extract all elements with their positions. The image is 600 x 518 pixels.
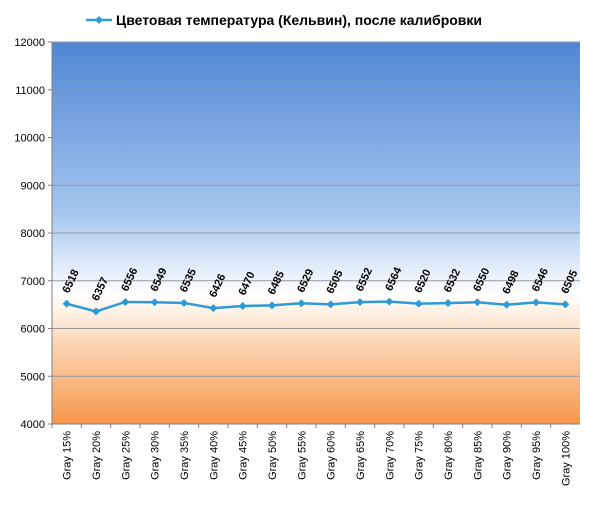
x-tick-label: Gray 35% <box>179 431 191 480</box>
legend-marker <box>95 16 103 24</box>
marker <box>268 301 276 310</box>
x-tick-label: Gray 50% <box>267 431 279 480</box>
marker <box>121 297 130 306</box>
x-tick-label: Gray 90% <box>502 431 514 480</box>
y-tick-label: 9000 <box>21 180 45 192</box>
y-tick-label: 8000 <box>21 228 45 240</box>
y-tick-label: 11000 <box>15 85 45 97</box>
x-tick-label: Gray 25% <box>120 431 132 480</box>
marker <box>326 300 335 309</box>
series-line <box>66 300 566 313</box>
marker <box>414 299 423 308</box>
legend-label: Цветовая температура (Кельвин), после ка… <box>116 12 482 28</box>
x-tick-label: Gray 60% <box>326 431 338 480</box>
marker <box>532 298 540 307</box>
x-tick-label: Gray 65% <box>355 431 367 480</box>
y-tick-label: 4000 <box>21 419 45 431</box>
marker <box>502 300 511 309</box>
marker <box>209 304 218 313</box>
marker <box>62 299 71 308</box>
x-tick-label: Gray 40% <box>208 431 220 480</box>
y-tick-label: 5000 <box>21 371 45 383</box>
x-tick-label: Gray 75% <box>414 431 426 480</box>
x-tick-label: Gray 70% <box>384 431 396 480</box>
x-tick-label: Gray 80% <box>443 431 455 480</box>
marker <box>356 298 364 307</box>
marker <box>444 299 452 308</box>
x-tick-label: Gray 100% <box>560 431 572 486</box>
marker <box>180 298 188 307</box>
x-tick-label: Gray 95% <box>531 431 543 480</box>
marker <box>238 302 247 311</box>
marker <box>561 300 570 309</box>
y-tick-label: 7000 <box>21 276 45 288</box>
marker <box>92 307 100 316</box>
x-tick-label: Gray 45% <box>238 431 250 480</box>
y-tick-label: 10000 <box>14 133 45 145</box>
y-tick-label: 12000 <box>14 37 45 49</box>
marker <box>473 298 482 307</box>
x-tick-label: Gray 15% <box>62 431 74 480</box>
y-tick-label: 6000 <box>21 324 45 336</box>
marker <box>297 299 306 308</box>
x-tick-label: Gray 20% <box>91 431 103 480</box>
x-tick-label: Gray 85% <box>472 431 484 480</box>
marker <box>150 298 159 307</box>
x-tick-label: Gray 55% <box>296 431 308 480</box>
x-tick-label: Gray 30% <box>150 431 162 480</box>
marker <box>385 297 394 306</box>
